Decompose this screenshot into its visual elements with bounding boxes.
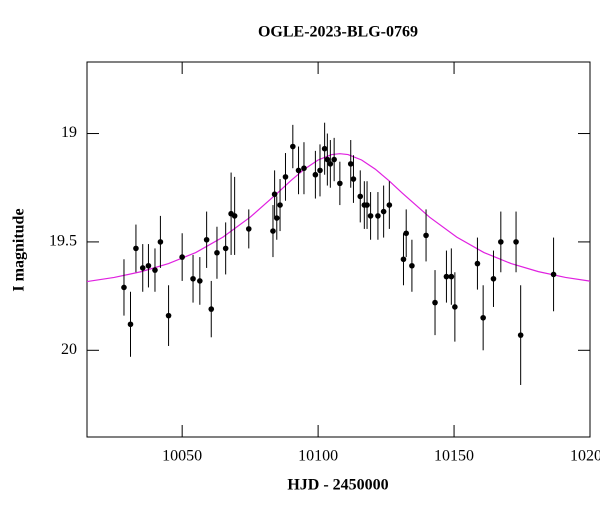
data-point	[139, 265, 146, 271]
data-point	[203, 236, 210, 243]
data-point	[222, 245, 229, 252]
data-point	[152, 267, 158, 273]
data-point	[490, 275, 497, 282]
data-point	[324, 156, 331, 163]
data-point	[443, 273, 450, 280]
data-point	[321, 145, 328, 152]
data-point	[357, 193, 364, 200]
y-axis-label: I magnitude	[11, 208, 28, 291]
data-point	[290, 143, 296, 150]
data-point	[282, 174, 289, 180]
data-point	[337, 180, 343, 187]
data-point	[317, 167, 323, 174]
data-point	[364, 202, 370, 208]
data-point	[331, 156, 337, 163]
data-point	[295, 167, 302, 174]
data-point	[157, 239, 164, 245]
data-point	[127, 321, 134, 328]
data-point	[121, 284, 127, 291]
plot-frame	[86, 61, 591, 438]
x-tick-label: 10200	[570, 448, 600, 465]
x-tick-label: 10050	[162, 448, 202, 465]
data-point	[380, 208, 387, 215]
data-point	[375, 213, 381, 219]
data-point	[197, 278, 203, 284]
model-curve	[86, 153, 591, 283]
data-point	[423, 232, 429, 239]
data-point	[517, 332, 524, 338]
data-point	[271, 191, 278, 198]
y-tick-label: 19.5	[49, 233, 77, 250]
data-point	[367, 213, 374, 219]
data-point	[165, 312, 172, 319]
data-point	[179, 254, 185, 260]
data-point	[452, 304, 458, 310]
data-point	[273, 215, 280, 221]
data-point	[327, 161, 334, 167]
data-point	[513, 239, 519, 245]
data-point	[550, 271, 557, 278]
chart-title: OGLE-2023-BLG-0769	[258, 24, 418, 41]
y-tick-label: 19	[61, 124, 77, 141]
data-point	[301, 165, 307, 172]
data-point	[190, 275, 196, 282]
data-point	[214, 249, 220, 256]
data-point	[270, 228, 276, 234]
data-point	[347, 161, 354, 167]
data-point	[133, 245, 139, 252]
data-point	[498, 239, 504, 245]
data-point	[231, 213, 238, 219]
x-axis-label: HJD - 2450000	[287, 477, 388, 494]
data-point	[400, 256, 407, 263]
data-point	[277, 202, 283, 208]
data-point	[448, 273, 455, 280]
data-point	[350, 176, 357, 182]
data-point	[386, 202, 393, 208]
data-point	[312, 171, 319, 178]
x-tick-label: 10150	[434, 448, 474, 465]
data-point	[474, 260, 481, 267]
data-point	[432, 299, 438, 306]
data-point	[208, 306, 215, 312]
data-point	[245, 226, 252, 232]
data-point	[403, 230, 410, 237]
y-tick-label: 20	[61, 341, 77, 358]
data-point	[480, 314, 486, 321]
x-tick-label: 10100	[298, 448, 338, 465]
data-point	[409, 262, 415, 269]
data-point	[145, 262, 152, 269]
